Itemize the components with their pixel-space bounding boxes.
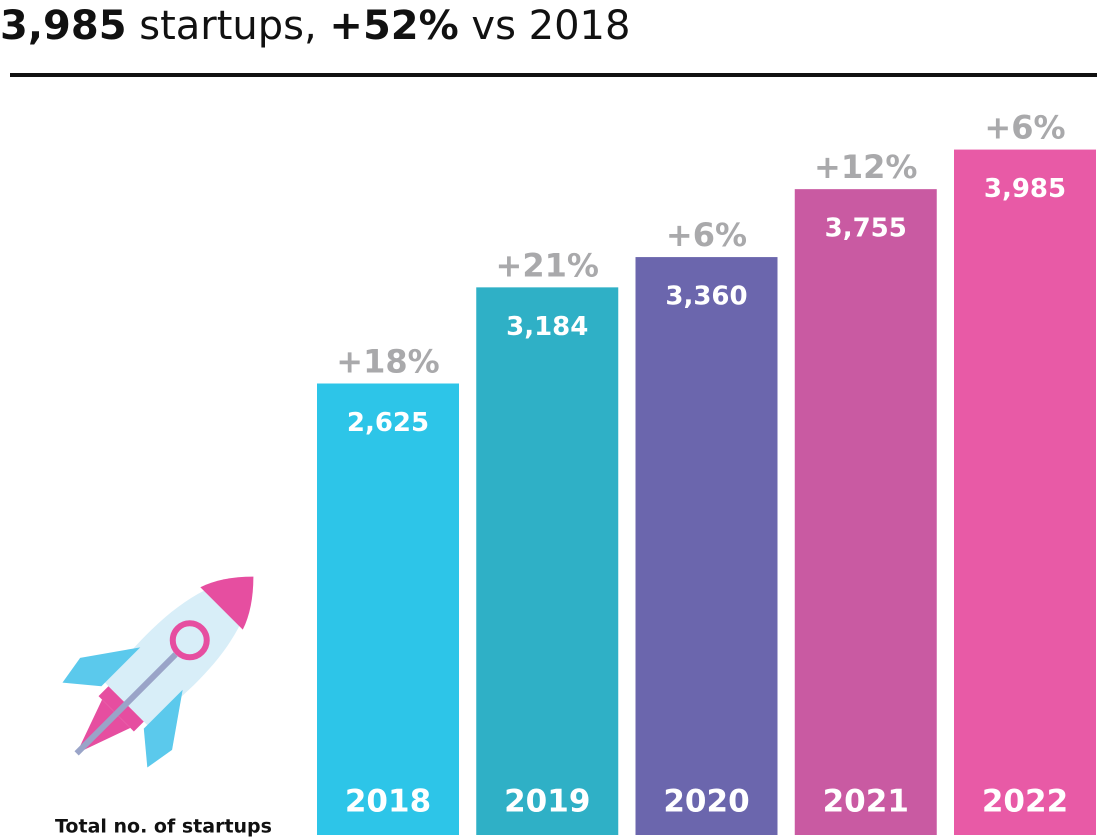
value-label: 3,360 — [665, 282, 747, 312]
x-tick-label: 2021 — [823, 784, 909, 820]
value-label: 3,184 — [506, 312, 588, 342]
growth-label: +12% — [814, 148, 917, 186]
chart-title: 3,985 startups, +52% vs 2018 — [0, 3, 630, 49]
bar — [635, 257, 778, 836]
value-label: 2,625 — [347, 408, 429, 438]
footnote: Total no. of startups — [55, 816, 272, 838]
bar — [794, 189, 937, 835]
bar — [476, 287, 619, 835]
title-part: +52% — [329, 3, 458, 49]
bar — [954, 149, 1096, 835]
x-tick-label: 2019 — [504, 784, 590, 820]
x-tick-label: 2020 — [663, 784, 749, 820]
value-label: 3,755 — [825, 214, 907, 244]
bar — [317, 383, 459, 835]
title-part: startups, — [127, 3, 330, 49]
x-tick-label: 2018 — [345, 784, 431, 820]
value-label: 3,985 — [984, 174, 1066, 204]
title-part: vs 2018 — [459, 3, 631, 49]
x-tick-label: 2022 — [982, 784, 1068, 820]
rocket-icon — [62, 576, 254, 768]
growth-label: +21% — [496, 246, 599, 284]
growth-label: +6% — [984, 109, 1065, 147]
growth-label: +6% — [666, 216, 747, 254]
growth-label: +18% — [336, 343, 439, 381]
title-part: 3,985 — [0, 3, 127, 49]
